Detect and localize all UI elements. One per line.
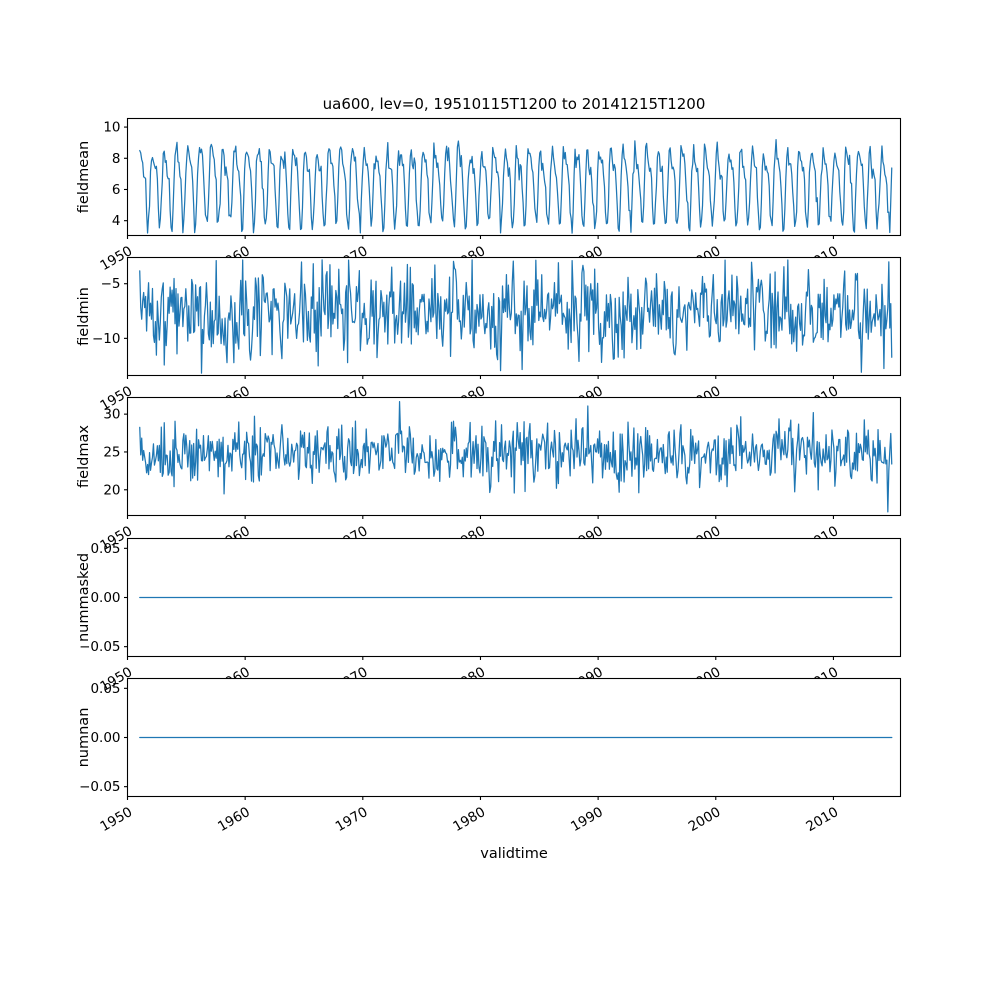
xtick-label: 1950 (97, 804, 135, 835)
ytick-label: −5 (101, 276, 121, 292)
xtick-label: 1980 (450, 804, 488, 835)
series-line-fieldmin (139, 259, 893, 374)
series-line-fieldmean (139, 139, 893, 234)
ylabel-fieldmax: fieldmax (76, 425, 92, 488)
axes-frame-fieldmin (126, 256, 902, 377)
xtick-label: 1970 (333, 804, 371, 835)
subplot-nummasked: 0.050.00−0.05195019601970198019902000201… (76, 537, 902, 695)
ytick-label: 4 (112, 213, 121, 229)
xtick-label: 2010 (803, 804, 841, 835)
ytick-label: 6 (112, 182, 121, 198)
axes-frame-fieldmax (126, 396, 902, 517)
ylabel-numnan: numnan (76, 708, 92, 768)
subplot-fieldmax: 2025301950196019701980199020002010fieldm… (76, 396, 902, 554)
ytick-label: 10 (103, 120, 120, 136)
figure-title: ua600, lev=0, 19510115T1200 to 20141215T… (323, 95, 706, 113)
subplot-fieldmin: −5−101950196019701980199020002010fieldmi… (76, 256, 902, 414)
ytick-label: 0.00 (90, 730, 120, 746)
series-line-fieldmax (139, 401, 893, 513)
ytick-label: 25 (103, 444, 120, 460)
ytick-label: 0.05 (90, 681, 120, 697)
ylabel-fieldmean: fieldmean (76, 141, 92, 213)
ytick-label: −0.05 (79, 639, 120, 655)
ytick-label: −0.05 (79, 779, 120, 795)
xlabel: validtime (480, 846, 548, 862)
ytick-label: 20 (103, 482, 120, 498)
xtick-label: 2000 (686, 804, 724, 835)
ylabel-nummasked: nummasked (76, 553, 92, 642)
axes-frame-fieldmean (126, 117, 902, 237)
ytick-label: −10 (92, 331, 121, 347)
subplot-fieldmean: 468101950196019701980199020002010fieldme… (76, 117, 902, 274)
xtick-label: 1990 (568, 804, 606, 835)
ytick-label: 30 (103, 407, 120, 423)
xtick-label: 1960 (215, 804, 253, 835)
subplot-numnan: 0.05 0.00 −0.05 1950 1960 1970 1980 1990 2000 201… (76, 677, 902, 835)
ylabel-fieldmin: fieldmin (76, 287, 92, 346)
ytick-label: 8 (112, 151, 121, 167)
ytick-label: 0.05 (90, 541, 120, 557)
ytick-label: 0.00 (90, 590, 120, 606)
